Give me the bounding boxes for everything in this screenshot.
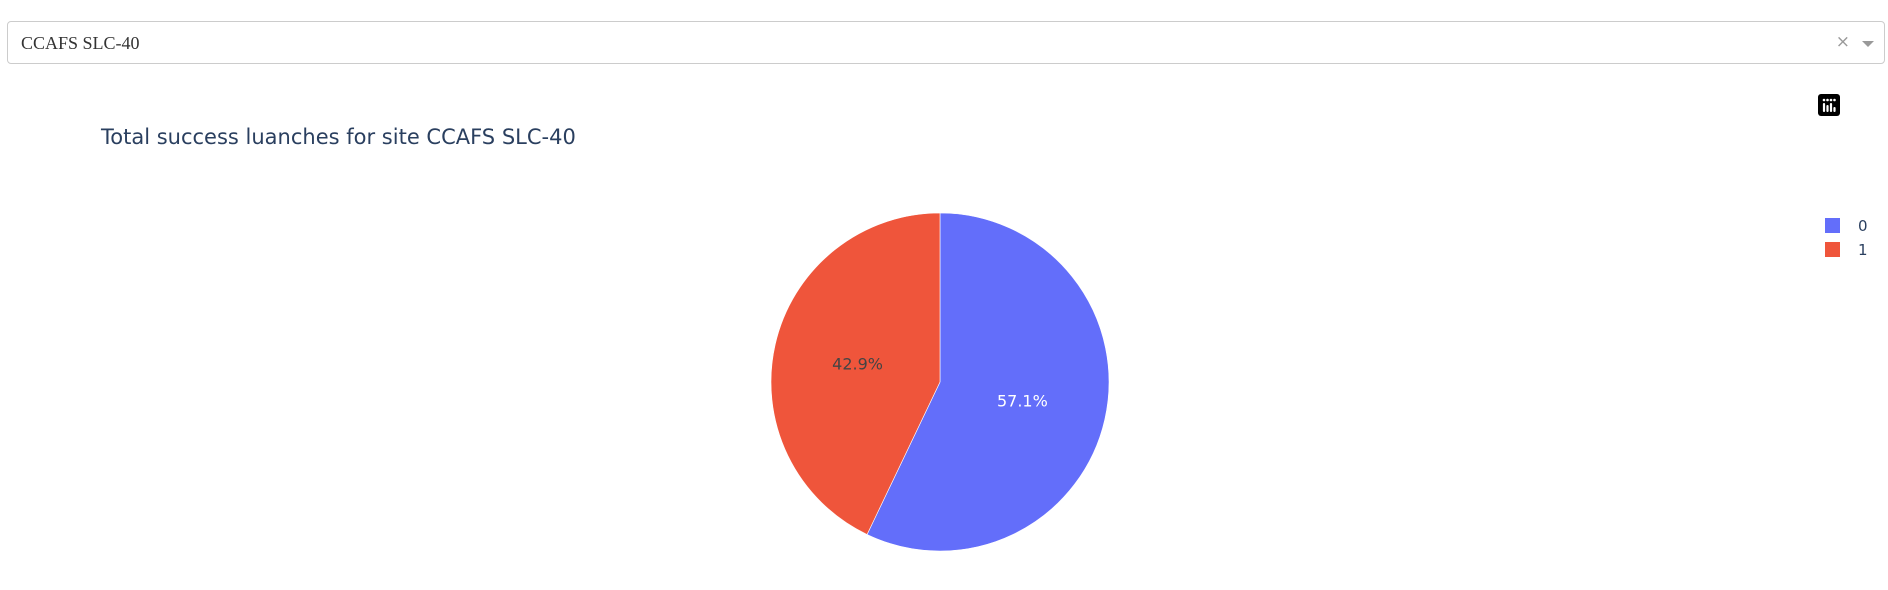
pie-slice-0[interactable] bbox=[866, 212, 1110, 552]
chevron-down-icon[interactable] bbox=[1862, 41, 1874, 47]
launch-site-dropdown[interactable]: CCAFS SLC-40 × bbox=[7, 21, 1885, 64]
legend-label-0: 0 bbox=[1858, 217, 1868, 235]
pie-chart-container: Total success luanches for site CCAFS SL… bbox=[0, 84, 1888, 590]
plotly-logo-button[interactable] bbox=[1818, 94, 1880, 118]
legend-swatch-1 bbox=[1825, 242, 1840, 257]
legend-item-0[interactable]: 0 bbox=[1825, 217, 1868, 235]
legend-label-1: 1 bbox=[1858, 241, 1868, 259]
clear-icon[interactable]: × bbox=[1835, 32, 1850, 52]
chart-modebar bbox=[1818, 94, 1880, 118]
dropdown-selected-value: CCAFS SLC-40 bbox=[21, 33, 140, 53]
pie-chart: Total success luanches for site CCAFS SL… bbox=[100, 125, 1868, 552]
plotly-logo-icon bbox=[1818, 94, 1840, 116]
legend-swatch-0 bbox=[1825, 218, 1840, 233]
pie-slice-1[interactable] bbox=[770, 212, 941, 535]
pie-label-1: 42.9% bbox=[832, 354, 883, 373]
legend-item-1[interactable]: 1 bbox=[1825, 241, 1868, 259]
chart-title: Total success luanches for site CCAFS SL… bbox=[100, 125, 576, 149]
pie-label-0: 57.1% bbox=[997, 392, 1048, 411]
